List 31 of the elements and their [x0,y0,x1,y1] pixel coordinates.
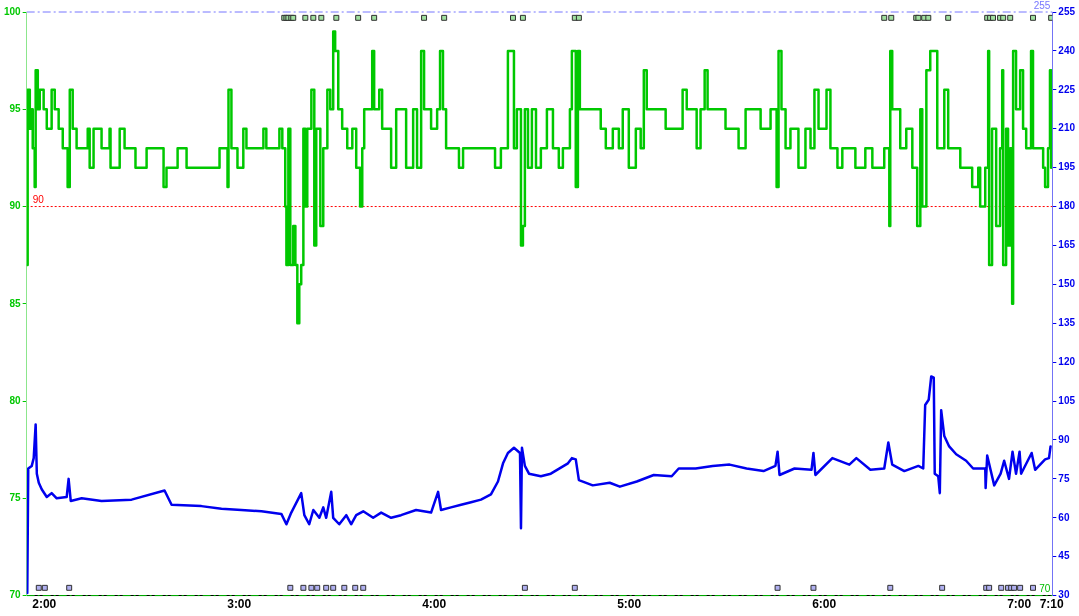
y2-tick-label: 60 [1058,511,1070,523]
x-tick-label: 3:00 [227,597,252,612]
y-tick-label: 100 [4,5,22,17]
y2-tick-label: 180 [1058,200,1076,212]
ref-line-label: 255 [1033,0,1051,11]
y2-tick-label: 165 [1058,239,1076,251]
y2-tick-label: 225 [1058,83,1076,95]
y2-tick-label: 75 [1058,472,1070,484]
y2-tick-label: 135 [1058,317,1076,328]
x-tick-label: 7:00 [1007,597,1032,612]
y-tick-label: 75 [9,492,22,504]
ref-line-label: 70 [1039,583,1051,595]
y2-tick-label: 150 [1058,278,1076,290]
y-tick-label: 70 [9,589,22,601]
y2-tick-label: 120 [1058,355,1076,367]
y2-tick-label: 105 [1058,394,1076,406]
y-tick-label: 80 [9,394,22,406]
y-tick-label: 85 [9,297,22,309]
y-tick-label: 90 [9,200,22,212]
y2-tick-label: 90 [1058,433,1070,445]
y2-tick-label: 195 [1058,161,1076,173]
x-tick-label: 4:00 [422,597,447,612]
y-tick-label: 95 [9,103,22,115]
x-tick-label: 6:00 [812,597,837,612]
ref-line-label: 90 [32,194,45,206]
y2-tick-label: 210 [1058,122,1076,134]
x-tick-label: 2:00 [32,597,57,612]
y2-tick-label: 45 [1058,550,1070,562]
y2-tick-label: 255 [1058,5,1076,17]
y2-tick-label: 240 [1058,44,1076,56]
x-tick-label: 5:00 [617,597,642,612]
